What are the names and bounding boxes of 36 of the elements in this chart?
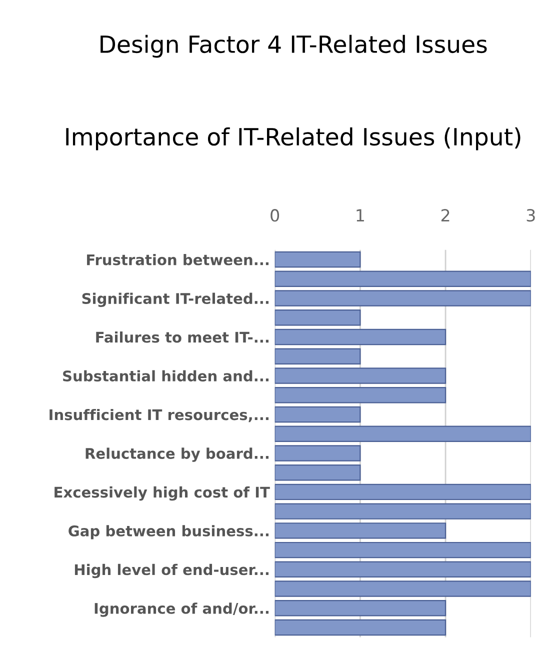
bar	[274, 270, 531, 288]
bar	[274, 484, 531, 500]
bar	[274, 310, 361, 326]
bar	[274, 426, 531, 442]
bar	[274, 619, 446, 636]
chart-title: Design Factor 4 IT-Related Issues	[100, 34, 487, 58]
y-tick-label: Frustration between...	[87, 254, 268, 266]
y-tick-label: Insufficient IT resources,...	[50, 408, 268, 422]
x-tick-label: 0	[270, 209, 280, 222]
bar	[274, 290, 531, 306]
chart-subtitle: Importance of IT-Related Issues (Input)	[66, 127, 520, 150]
bar	[274, 445, 361, 462]
bar	[274, 251, 361, 268]
bar	[274, 522, 446, 539]
y-tick-label: Ignorance of and/or...	[94, 602, 268, 617]
bar	[274, 368, 446, 384]
bar	[274, 600, 446, 616]
y-tick-label: Excessively high cost of IT	[54, 486, 270, 501]
x-tick-label: 2	[441, 209, 450, 222]
bar	[274, 542, 531, 558]
bar	[274, 580, 531, 597]
bar	[274, 503, 531, 520]
bar	[274, 328, 446, 346]
bar	[274, 561, 531, 578]
y-tick-label: Significant IT-related...	[82, 292, 268, 307]
bar	[274, 406, 361, 423]
y-tick-label: Reluctance by board...	[86, 448, 268, 462]
bar	[274, 387, 446, 404]
bar	[274, 348, 361, 364]
y-tick-label: Failures to meet IT-...	[96, 331, 268, 343]
y-tick-label: High level of end-user...	[74, 564, 268, 578]
y-tick-label: Substantial hidden and...	[63, 370, 268, 382]
x-tick-label: 3	[526, 209, 535, 222]
bar	[274, 464, 361, 481]
y-tick-label: Gap between business...	[68, 525, 268, 540]
x-tick-label: 1	[356, 209, 364, 222]
